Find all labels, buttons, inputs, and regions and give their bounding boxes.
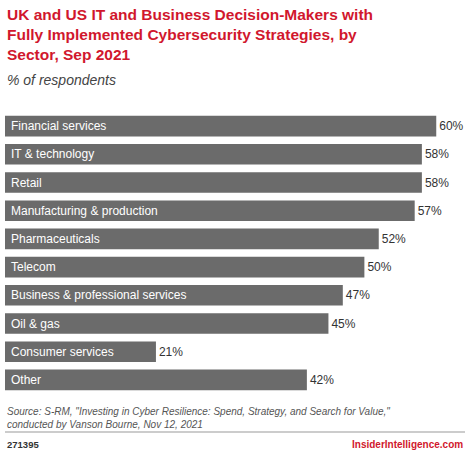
svg-text:Telecom: Telecom xyxy=(11,260,56,274)
svg-text:21%: 21% xyxy=(159,345,183,359)
svg-text:Business & professional servic: Business & professional services xyxy=(11,288,186,302)
svg-text:Financial services: Financial services xyxy=(11,119,106,133)
svg-text:42%: 42% xyxy=(310,373,334,387)
svg-text:Source: S-RM, "Investing in Cy: Source: S-RM, "Investing in Cyber Resili… xyxy=(7,406,390,430)
svg-text:58%: 58% xyxy=(425,147,449,161)
svg-text:47%: 47% xyxy=(346,288,370,302)
svg-text:Other: Other xyxy=(11,373,41,387)
svg-text:52%: 52% xyxy=(382,232,406,246)
svg-text:45%: 45% xyxy=(331,317,355,331)
svg-text:IT & technology: IT & technology xyxy=(11,147,94,161)
svg-text:Consumer services: Consumer services xyxy=(11,345,114,359)
svg-text:50%: 50% xyxy=(367,260,391,274)
svg-text:60%: 60% xyxy=(439,119,463,133)
svg-text:% of respondents: % of respondents xyxy=(7,72,116,88)
svg-text:Manufacturing & production: Manufacturing & production xyxy=(11,204,158,218)
svg-text:Oil & gas: Oil & gas xyxy=(11,317,60,331)
svg-text:271395: 271395 xyxy=(7,439,39,450)
svg-text:Retail: Retail xyxy=(11,176,42,190)
svg-text:57%: 57% xyxy=(418,204,442,218)
svg-text:InsiderIntelligence.com: InsiderIntelligence.com xyxy=(352,439,463,450)
svg-text:UK and US IT and Business Deci: UK and US IT and Business Decision-Maker… xyxy=(7,6,373,63)
svg-text:58%: 58% xyxy=(425,176,449,190)
svg-text:Pharmaceuticals: Pharmaceuticals xyxy=(11,232,100,246)
